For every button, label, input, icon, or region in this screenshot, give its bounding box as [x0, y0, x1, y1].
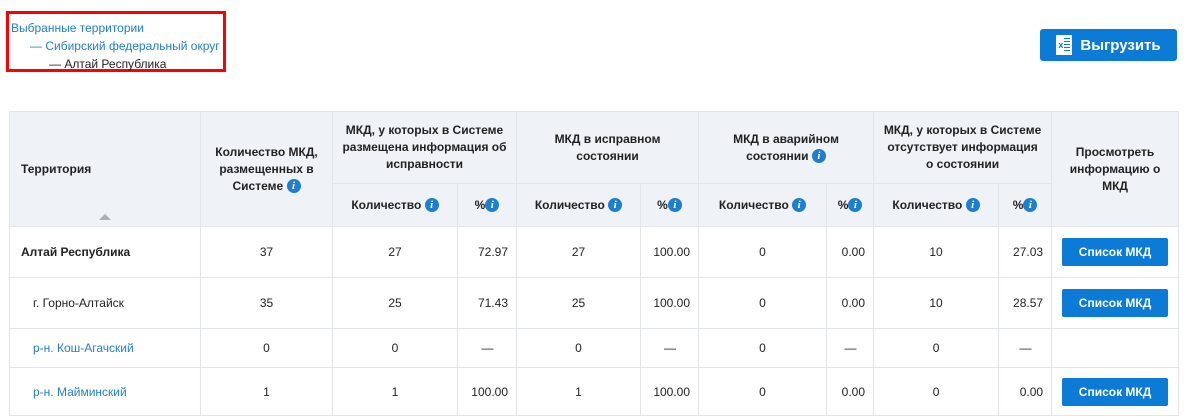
table-row: р-н. Кош-Агачский 0 0—0—0—0—	[9, 328, 1180, 368]
cell-noinfo-pct: —	[998, 328, 1053, 368]
territory-name: г. Горно-Алтайск	[9, 277, 201, 329]
cell-total: 0	[200, 328, 333, 368]
info-icon[interactable]: i	[1023, 198, 1038, 213]
subheader-percent: % i	[457, 183, 517, 227]
cell-noinfo-count: 10	[873, 277, 1000, 329]
cell-good-pct: —	[639, 328, 700, 368]
subheader-percent: % i	[639, 183, 700, 227]
info-icon[interactable]: i	[848, 198, 863, 213]
subheader-percent-label: %	[657, 197, 668, 212]
table-row: Алтай Республика 37 27 72.97 27 100.00 0 0.00 10…	[9, 226, 1180, 278]
export-label: Выгрузить	[1080, 36, 1161, 54]
cell-good-pct: 100.00	[639, 226, 700, 278]
table-row: р-н. Майминский 1 1 100.00 1 100.00 0 0.00 0 0.00…	[9, 367, 1180, 416]
cell-view: Список МКД	[1051, 367, 1180, 416]
cell-info-count: 25	[332, 277, 458, 329]
cell-em-count: 0	[698, 367, 828, 416]
cell-good-pct: 100.00	[639, 277, 700, 329]
cell-em-count: 0	[698, 328, 828, 368]
info-icon[interactable]: i	[667, 198, 682, 213]
info-icon[interactable]: i	[286, 179, 301, 194]
subheader-count: Количество i	[516, 183, 641, 227]
cell-noinfo-count: 10	[873, 226, 1000, 278]
subheader-count: Количество i	[873, 183, 1000, 227]
info-icon[interactable]: i	[424, 198, 439, 213]
cell-noinfo-count: 0	[873, 328, 1000, 368]
cell-view: Список МКД	[1051, 277, 1180, 329]
export-button[interactable]: x Выгрузить	[1040, 29, 1177, 61]
cell-total: 1	[200, 367, 333, 416]
cell-good-pct: 100.00	[639, 367, 700, 416]
cell-view	[1051, 328, 1180, 368]
subheader-percent-label: %	[837, 197, 849, 212]
header-territory-label: Территория	[21, 161, 92, 176]
subheader-percent: % i	[998, 183, 1053, 227]
header-info: МКД, у которых в Системе размещена инфор…	[332, 111, 517, 184]
header-emergency: МКД в аварийном состоянии i	[698, 111, 875, 184]
selected-territories-breadcrumb: Выбранные территории — Сибирский федерал…	[6, 11, 226, 72]
territory-name: Алтай Республика	[9, 226, 201, 278]
info-icon[interactable]: i	[792, 198, 807, 213]
cell-noinfo-count: 0	[873, 367, 1000, 416]
cell-total: 37	[200, 226, 333, 278]
header-view: Просмотреть информацию о МКД	[1051, 111, 1180, 227]
header-total: Количество МКД, размещенных в Системе i	[200, 111, 333, 227]
subheader-percent-label: %	[1012, 197, 1024, 212]
breadcrumb-siberian-district[interactable]: — Сибирский федеральный округ	[30, 39, 220, 53]
cell-em-pct: 0.00	[826, 277, 875, 329]
subheader-count: Количество i	[332, 183, 458, 227]
cell-info-count: 1	[332, 367, 458, 416]
cell-em-pct: 0.00	[826, 367, 875, 416]
cell-noinfo-pct: 27.03	[998, 226, 1053, 278]
cell-noinfo-pct: 28.57	[998, 277, 1053, 329]
subheader-count-label: Количество	[718, 197, 789, 212]
header-good: МКД в исправном состоянии	[515, 111, 700, 184]
header-noinfo: МКД, у которых в Системе отсутствует инф…	[873, 111, 1053, 184]
cell-good-count: 0	[516, 328, 641, 368]
breadcrumb-altai-republic: — Алтай Республика	[49, 57, 167, 71]
cell-info-count: 0	[332, 328, 458, 368]
cell-noinfo-pct: 0.00	[998, 367, 1053, 416]
cell-info-pct: 72.97	[457, 226, 517, 278]
subheader-percent-label: %	[474, 197, 486, 212]
territory-name[interactable]: р-н. Майминский	[9, 367, 201, 416]
cell-info-pct: 100.00	[457, 367, 517, 416]
mkd-list-button[interactable]: Список МКД	[1062, 238, 1169, 266]
cell-total: 35	[200, 277, 333, 329]
header-emergency-label: МКД в аварийном состоянии	[733, 131, 839, 163]
info-icon[interactable]: i	[485, 198, 500, 213]
cell-em-count: 0	[698, 277, 828, 329]
info-icon[interactable]: i	[608, 198, 623, 213]
cell-good-count: 25	[516, 277, 641, 329]
mkd-list-button[interactable]: Список МКД	[1062, 377, 1169, 406]
cell-view: Список МКД	[1051, 226, 1180, 278]
subheader-count-label: Количество	[534, 197, 605, 212]
mkd-table: Территория Количество МКД, размещенных в…	[9, 111, 1180, 416]
cell-good-count: 27	[516, 226, 641, 278]
excel-icon: x	[1056, 35, 1073, 55]
subheader-count-label: Количество	[892, 197, 963, 212]
breadcrumb-selected-territories[interactable]: Выбранные территории	[11, 21, 144, 35]
subheader-count-label: Количество	[351, 197, 422, 212]
subheader-percent: % i	[826, 183, 875, 227]
table-row: г. Горно-Алтайск 35 25 71.43 25 100.00 0 0.00 10…	[9, 277, 1180, 329]
cell-em-pct: —	[826, 328, 875, 368]
sort-asc-icon[interactable]	[99, 214, 111, 220]
header-total-label: Количество МКД, размещенных в Системе	[215, 144, 318, 193]
mkd-list-button[interactable]: Список МКД	[1062, 289, 1169, 317]
header-territory[interactable]: Территория	[9, 111, 201, 227]
info-icon[interactable]: i	[965, 198, 980, 213]
cell-info-pct: —	[457, 328, 517, 368]
territory-name[interactable]: р-н. Кош-Агачский	[9, 328, 201, 368]
cell-info-pct: 71.43	[457, 277, 517, 329]
cell-em-pct: 0.00	[826, 226, 875, 278]
cell-em-count: 0	[698, 226, 828, 278]
info-icon[interactable]: i	[811, 149, 826, 164]
cell-good-count: 1	[516, 367, 641, 416]
subheader-count: Количество i	[698, 183, 828, 227]
cell-info-count: 27	[332, 226, 458, 278]
